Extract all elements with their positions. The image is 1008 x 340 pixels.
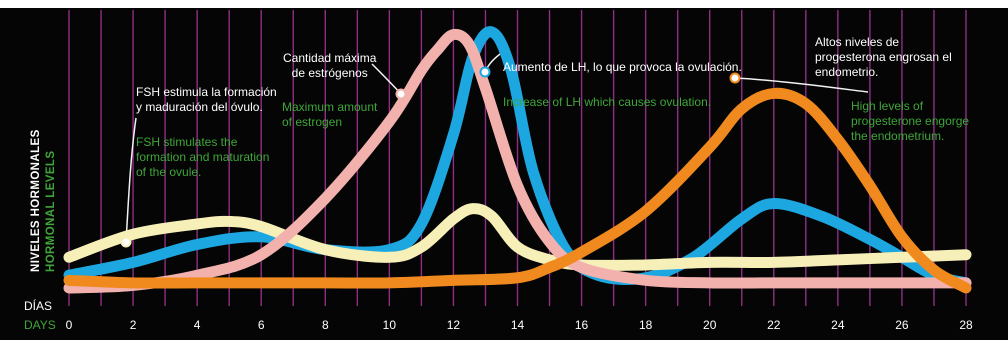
progesterone-annotation-es: Altos niveles de progesterona engrosan e… xyxy=(815,35,952,79)
x-tick-6: 6 xyxy=(257,318,265,332)
fsh-curve xyxy=(63,203,972,271)
x-tick-0: 0 xyxy=(65,318,73,332)
y-axis-label-en: HORMONAL LEVELS xyxy=(45,150,57,272)
x-tick-20: 20 xyxy=(703,318,717,332)
x-axis-label-es: DÍAS xyxy=(24,299,53,313)
progesterone-annotation-en: High levels of progesterone engorge the … xyxy=(851,99,970,143)
estrogen-annotation: Cantidad máxima de estrógenos Maximum am… xyxy=(282,36,377,145)
fsh-annotation-en: FSH stimulates the formation and maturat… xyxy=(136,135,270,179)
x-tick-16: 16 xyxy=(574,318,589,332)
x-tick-28: 28 xyxy=(959,318,973,332)
lh-leader-dot xyxy=(479,66,491,78)
fsh-leader-line xyxy=(125,117,137,243)
x-tick-10: 10 xyxy=(382,318,397,332)
progesterone-curve xyxy=(63,87,972,294)
leader-dots xyxy=(120,66,741,248)
x-tick-2: 2 xyxy=(129,318,137,332)
estrogen-curve xyxy=(63,28,972,294)
x-tick-14: 14 xyxy=(510,318,525,332)
estrogen-annotation-en: Maximum amount of estrogen xyxy=(282,100,378,129)
progesterone-leader-line xyxy=(734,77,869,93)
hormone-curves xyxy=(63,26,972,294)
progesterone-annotation: Altos niveles de progesterona engrosan e… xyxy=(815,20,969,159)
x-tick-22: 22 xyxy=(767,318,781,332)
x-tick-26: 26 xyxy=(895,318,909,332)
y-axis-label-es: NIVELES HORMONALES xyxy=(30,129,42,272)
x-tick-4: 4 xyxy=(193,318,201,332)
x-tick-18: 18 xyxy=(638,318,653,332)
top-border xyxy=(0,0,1008,8)
estrogen-annotation-es: Cantidad máxima de estrógenos xyxy=(283,51,377,80)
progesterone-leader-dot xyxy=(729,72,741,84)
x-tick-8: 8 xyxy=(321,318,329,332)
x-tick-12: 12 xyxy=(446,318,461,332)
fsh-annotation: FSH estimula la formación y maduración d… xyxy=(136,70,277,195)
fsh-leader-dot xyxy=(120,236,132,248)
lh-annotation: Aumento de LH, lo que provoca la ovulaci… xyxy=(503,45,742,125)
x-axis-label-en: DAYS xyxy=(24,318,56,332)
lh-annotation-es: Aumento de LH, lo que provoca la ovulaci… xyxy=(503,60,742,74)
estrogen-leader-dot xyxy=(395,88,407,100)
fsh-annotation-es: FSH estimula la formación y maduración d… xyxy=(136,85,277,114)
x-tick-24: 24 xyxy=(831,318,845,332)
lh-annotation-en: Increase of LH which causes ovulation. xyxy=(503,95,712,109)
